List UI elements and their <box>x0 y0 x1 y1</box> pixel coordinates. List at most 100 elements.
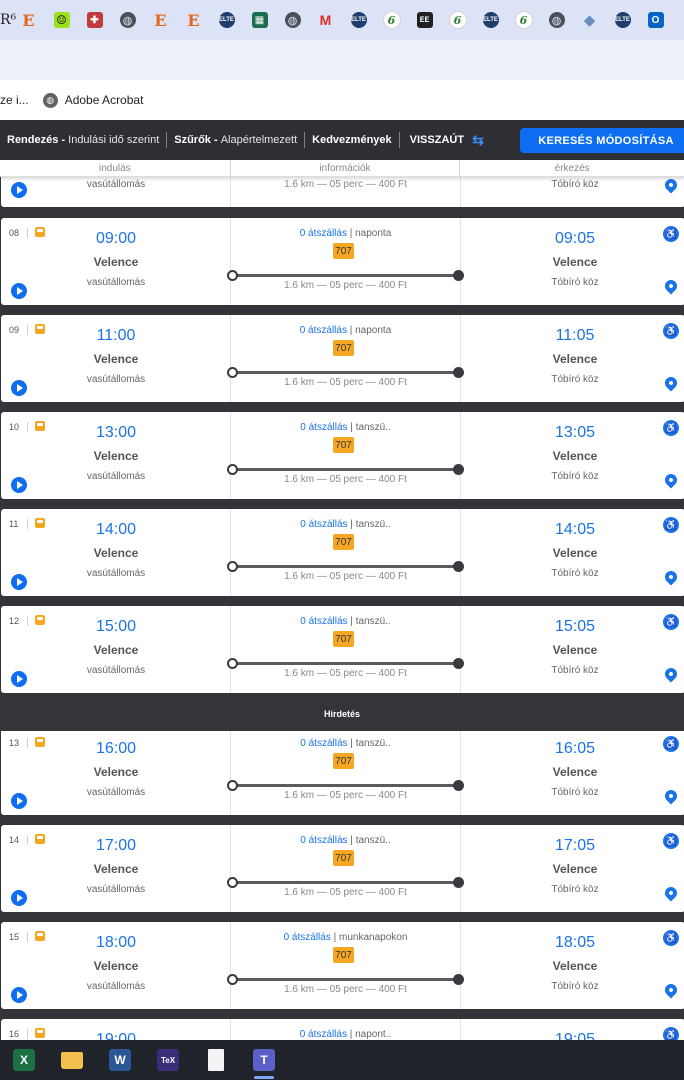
route-track <box>227 270 464 281</box>
file-explorer-taskbar-button[interactable] <box>48 1040 96 1080</box>
bookmark-e2[interactable]: E <box>144 0 177 40</box>
expand-play-icon[interactable] <box>11 380 27 396</box>
transfers-link[interactable]: 0 átszállás <box>300 738 348 749</box>
result-row[interactable]: 15 18:00 Velence vasútállomás 0 átszállá… <box>1 922 684 1009</box>
result-row[interactable]: 13 16:00 Velence vasútállomás 0 átszállá… <box>1 728 684 815</box>
arrival-city: Velence <box>552 643 598 657</box>
arrival-time: 19:05 <box>554 1031 596 1040</box>
map-pin-icon[interactable] <box>662 787 680 805</box>
map-pin-icon[interactable] <box>662 884 680 902</box>
bookmark-elte3[interactable]: ELTE <box>474 0 507 40</box>
blank-file-taskbar-button[interactable] <box>192 1040 240 1080</box>
accessibility-icon: ♿ <box>663 517 679 533</box>
sort-control[interactable]: Rendezés - Indulási idő szerint <box>0 132 166 148</box>
expand-play-icon[interactable] <box>11 793 27 809</box>
result-row[interactable]: 14 17:00 Velence vasútállomás 0 átszállá… <box>1 825 684 912</box>
expand-play-icon[interactable] <box>11 182 27 198</box>
route-track <box>227 877 464 888</box>
distance-info: 1.6 km — 05 perc — 400 Ft <box>284 887 407 898</box>
result-row[interactable]: 08 09:00 Velence vasútállomás 0 átszállá… <box>1 218 684 305</box>
truncated-bookmark[interactable]: ze i... <box>0 93 29 107</box>
result-row[interactable]: 10 13:00 Velence vasútállomás 0 átszállá… <box>1 412 684 499</box>
texstudio-icon: TeX <box>157 1049 179 1071</box>
bus-icon <box>35 615 45 625</box>
result-row[interactable]: 12 15:00 Velence vasútállomás 0 átszállá… <box>1 606 684 693</box>
teams-taskbar-button[interactable]: T <box>240 1040 288 1080</box>
filter-control[interactable]: Szűrők - Alapértelmezett <box>167 132 304 148</box>
bookmark-crest[interactable]: ✚ <box>78 0 111 40</box>
word-taskbar-button[interactable]: W <box>96 1040 144 1080</box>
e-ico-icon: E <box>154 10 167 30</box>
bookmark-elte4[interactable]: ELTE <box>606 0 639 40</box>
row-index: 14 <box>9 835 20 845</box>
bookmark-six1[interactable]: 6 <box>375 0 408 40</box>
expand-play-icon[interactable] <box>11 987 27 1003</box>
result-row[interactable]: 16 19:00 Velence vasútállomás 0 átszállá… <box>1 1019 684 1040</box>
discounts-control[interactable]: Kedvezmények <box>305 132 399 148</box>
transfers-link[interactable]: 0 átszállás <box>283 932 331 943</box>
modify-search-button[interactable]: KERESÉS MÓDOSÍTÁSA <box>520 128 684 153</box>
departure-column-header: indulás <box>0 160 231 176</box>
accessibility-icon: ♿ <box>663 930 679 946</box>
e-ico-icon: E <box>22 10 35 30</box>
bookmark-smiley[interactable]: ☺ <box>45 0 78 40</box>
bookmark-e3[interactable]: E <box>177 0 210 40</box>
bookmark-globe1[interactable]: ◍ <box>111 0 144 40</box>
adobe-acrobat-bookmark[interactable]: ◍ Adobe Acrobat <box>42 92 143 108</box>
excel-taskbar-button[interactable]: X <box>0 1040 48 1080</box>
bookmark-globe2[interactable]: ◍ <box>276 0 309 40</box>
route-track <box>227 464 464 475</box>
result-row[interactable]: 11 14:00 Velence vasútállomás 0 átszállá… <box>1 509 684 596</box>
map-pin-icon[interactable] <box>662 374 680 392</box>
bookmark-r6[interactable]: R⁶ <box>0 12 17 28</box>
departure-city: Velence <box>93 546 139 560</box>
divider <box>27 932 28 942</box>
bookmarks-bar: R⁶ E ☺ ✚ ◍ E E ELTE ▦ ◍ M ELTE 6 EE 6 ELTE 6 ◍ ◆ ELTE O <box>0 0 684 40</box>
expand-play-icon[interactable] <box>11 477 27 493</box>
arrival-cell: 15:05 Velence Tóbíró köz ♿ <box>461 606 684 693</box>
transfers-link[interactable]: 0 átszállás <box>299 228 347 239</box>
transfers-link[interactable]: 0 átszállás <box>300 422 348 433</box>
departure-stop: vasútállomás <box>86 884 146 895</box>
bookmark-globe3[interactable]: ◍ <box>540 0 573 40</box>
expand-play-icon[interactable] <box>11 574 27 590</box>
map-pin-icon[interactable] <box>662 981 680 999</box>
map-pin-icon[interactable] <box>662 568 680 586</box>
map-pin-icon[interactable] <box>662 176 680 194</box>
route-end-dot <box>453 974 464 985</box>
map-pin-icon[interactable] <box>662 471 680 489</box>
bookmark-gmail[interactable]: M <box>309 0 342 40</box>
return-trip-button[interactable]: VISSZAÚT ⇆ <box>410 132 484 149</box>
transfers-link[interactable]: 0 átszállás <box>300 519 348 530</box>
bookmark-outlook[interactable]: O <box>639 0 672 40</box>
departure-stop: vasútállomás <box>86 374 146 385</box>
route-line <box>231 784 460 787</box>
trip-summary: 0 átszállás | napont.. <box>299 1029 392 1040</box>
globe-icon: ◍ <box>42 92 58 108</box>
bookmark-elte1[interactable]: ELTE <box>210 0 243 40</box>
bookmark-box[interactable]: ◆ <box>573 0 606 40</box>
bookmark-e1[interactable]: E <box>12 0 45 40</box>
bookmark-sheet[interactable]: ▦ <box>243 0 276 40</box>
result-row[interactable]: 09 11:00 Velence vasútállomás 0 átszállá… <box>1 315 684 402</box>
bookmark-six2[interactable]: 6 <box>441 0 474 40</box>
bookmark-ee[interactable]: EE <box>408 0 441 40</box>
bookmark-elte2[interactable]: ELTE <box>342 0 375 40</box>
expand-play-icon[interactable] <box>11 890 27 906</box>
map-pin-icon[interactable] <box>662 665 680 683</box>
expand-play-icon[interactable] <box>11 671 27 687</box>
departure-city: Velence <box>93 643 139 657</box>
transfers-link[interactable]: 0 átszállás <box>299 325 347 336</box>
texstudio-taskbar-button[interactable]: TeX <box>144 1040 192 1080</box>
transfers-link[interactable]: 0 átszállás <box>300 835 348 846</box>
transfers-link[interactable]: 0 átszállás <box>299 1029 347 1040</box>
transfers-link[interactable]: 0 átszállás <box>300 616 348 627</box>
expand-play-icon[interactable] <box>11 283 27 299</box>
bookmark-six3[interactable]: 6 <box>507 0 540 40</box>
six-icon: 6 <box>514 11 533 29</box>
word-icon: W <box>109 1049 131 1071</box>
route-end-dot <box>453 270 464 281</box>
map-pin-icon[interactable] <box>662 277 680 295</box>
route-start-dot <box>227 270 238 281</box>
departure-cell: 15 18:00 Velence vasútállomás <box>1 922 231 1009</box>
